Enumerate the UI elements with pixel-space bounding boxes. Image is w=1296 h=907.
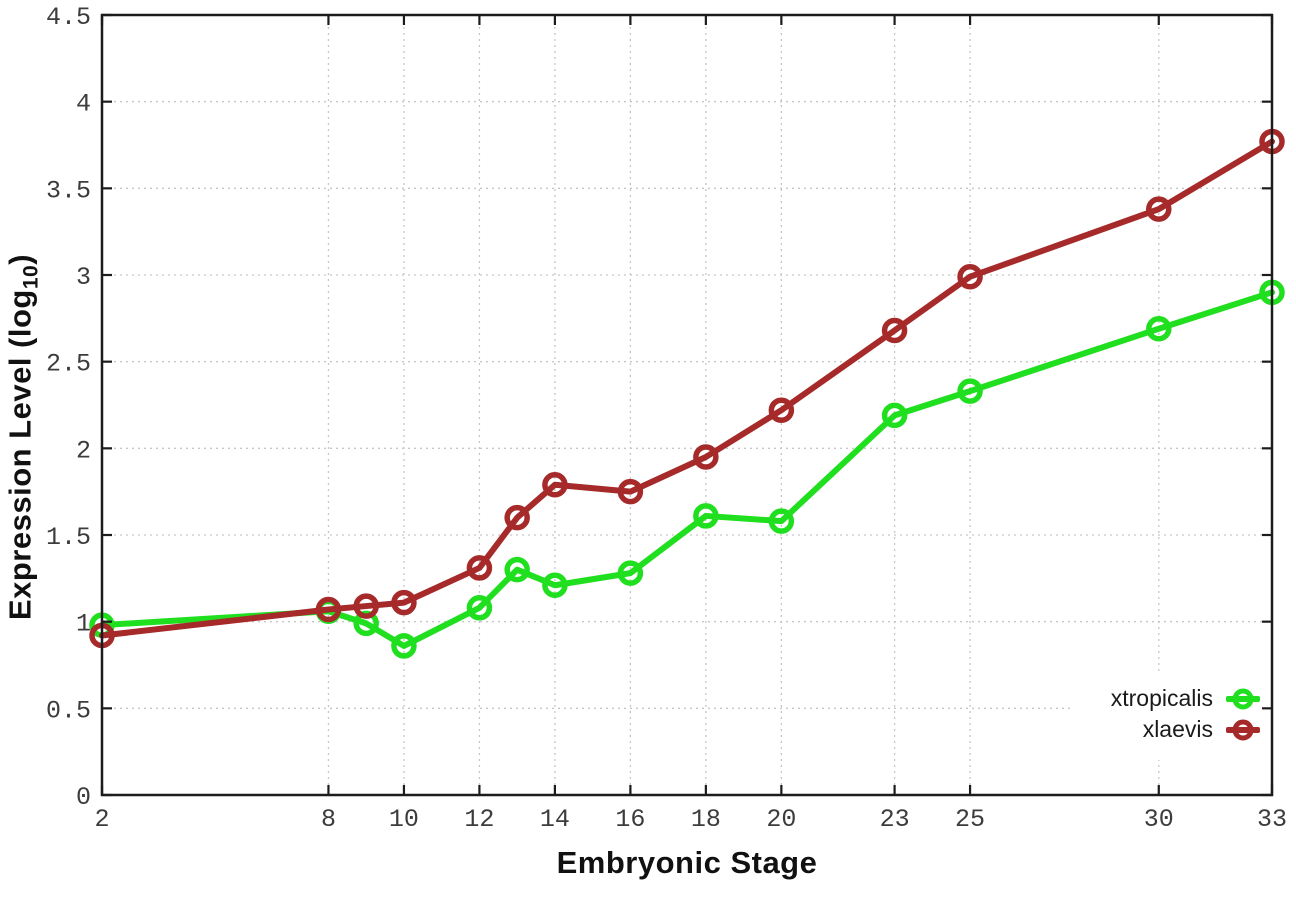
open-circle-marker-icon <box>1232 688 1254 709</box>
open-circle-marker-icon <box>1232 719 1254 740</box>
data-point-marker <box>881 402 908 429</box>
y-tick-label: 4 <box>76 90 91 119</box>
x-tick-labels: 2 8 10 12 14 16 18 20 23 25 30 33 <box>94 805 1287 834</box>
y-tick-label: 2 <box>76 436 91 465</box>
y-tick-label: 1 <box>76 610 91 639</box>
x-tick-label: 20 <box>766 805 796 834</box>
x-tick-label: 14 <box>540 805 570 834</box>
line-sample-xtropicalis <box>1226 688 1260 709</box>
x-tick-label: 8 <box>321 805 336 834</box>
data-point-marker <box>881 317 908 344</box>
legend-label-xtropicalis: xtropicalis <box>1110 685 1213 711</box>
y-axis-title-close: ) <box>2 253 38 265</box>
x-tick-label: 23 <box>880 805 910 834</box>
x-tick-label: 16 <box>615 805 645 834</box>
legend-label-xlaevis: xlaevis <box>1142 716 1213 742</box>
y-tick-label: 3.5 <box>46 176 91 205</box>
series-line-xtropicalis <box>99 289 1275 649</box>
x-axis-title: Embryonic Stage <box>556 845 818 880</box>
x-tick-label: 2 <box>94 805 109 834</box>
tick-marks <box>100 13 1274 797</box>
y-axis-title: Expression Level (log10) <box>3 254 44 620</box>
data-point-marker <box>542 572 568 599</box>
x-tick-label: 10 <box>389 805 419 834</box>
x-tick-label: 12 <box>464 805 494 834</box>
y-tick-label: 4.5 <box>46 3 91 32</box>
y-tick-labels: 0 0.5 1 1.5 2 2.5 3 3.5 4 4.5 <box>46 3 91 812</box>
data-point-marker <box>693 503 719 529</box>
series-markers-xtropicalis <box>89 279 1285 659</box>
data-point-marker <box>391 633 417 659</box>
data-point-marker <box>617 560 644 586</box>
y-tick-label: 1.5 <box>46 523 91 552</box>
data-point-marker <box>1146 315 1172 342</box>
data-point-marker <box>504 556 530 583</box>
y-axis-title-text: Expression Level (log <box>2 289 38 621</box>
data-point-marker <box>957 378 983 404</box>
data-point-marker <box>504 504 530 531</box>
x-tick-label: 30 <box>1144 805 1174 834</box>
y-tick-label: 2.5 <box>46 350 91 379</box>
legend: xtropicalis xlaevis <box>1111 683 1260 745</box>
legend-item-xtropicalis: xtropicalis <box>1111 683 1260 714</box>
data-point-marker <box>466 555 493 581</box>
data-point-marker <box>693 444 719 470</box>
data-point-marker <box>466 595 493 621</box>
x-tick-label: 25 <box>955 805 985 834</box>
data-point-marker <box>768 508 795 534</box>
x-tick-label: 18 <box>691 805 721 834</box>
plot-border <box>100 13 1274 797</box>
data-point-marker <box>617 478 644 505</box>
y-axis-title-subscript: 10 <box>19 264 43 290</box>
legend-item-xlaevis: xlaevis <box>1111 714 1260 745</box>
data-point-marker <box>957 263 983 290</box>
x-tick-label: 33 <box>1257 805 1287 834</box>
y-tick-label: 0 <box>76 783 91 812</box>
data-point-marker <box>768 397 795 423</box>
data-point-marker <box>315 596 342 623</box>
y-tick-label: 0.5 <box>46 696 91 725</box>
line-sample-xlaevis <box>1226 719 1260 740</box>
data-point-marker <box>542 471 568 498</box>
series-line-xlaevis <box>99 138 1275 639</box>
y-tick-label: 3 <box>76 263 91 292</box>
gridlines <box>102 15 1272 795</box>
data-point-marker <box>353 593 379 619</box>
data-point-marker <box>1146 196 1172 222</box>
data-point-marker <box>391 589 417 616</box>
series-markers-xlaevis <box>89 128 1285 649</box>
legend-backdrop <box>1072 674 1268 760</box>
